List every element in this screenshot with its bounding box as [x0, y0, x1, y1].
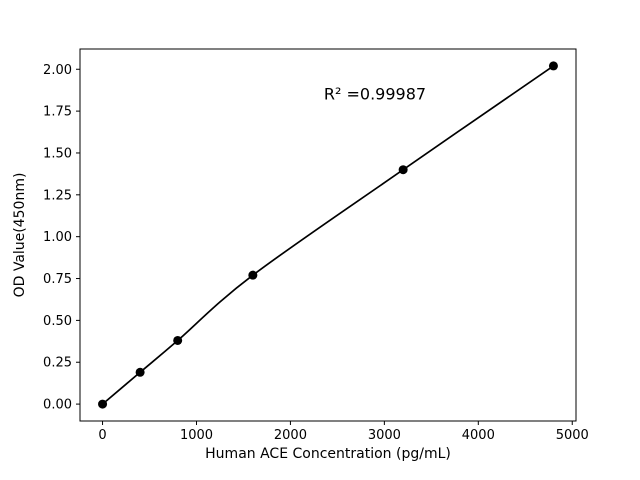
y-axis-label: OD Value(450nm) — [12, 173, 28, 298]
data-point — [248, 270, 258, 280]
y-tick-label: 1.00 — [43, 230, 72, 245]
data-point — [135, 367, 145, 377]
x-axis-label: Human ACE Concentration (pg/mL) — [205, 446, 451, 462]
x-tick-label: 0 — [98, 428, 106, 443]
x-tick-label: 3000 — [368, 428, 401, 443]
y-tick-label: 2.00 — [43, 63, 72, 78]
x-tick-label: 4000 — [462, 428, 495, 443]
x-tick-label: 2000 — [274, 428, 307, 443]
data-point — [98, 399, 108, 409]
data-point — [398, 165, 408, 175]
r-squared-annotation: R² =0.99987 — [324, 84, 426, 103]
data-point — [548, 61, 558, 71]
data-point — [173, 335, 183, 345]
y-tick-label: 1.75 — [43, 105, 72, 120]
y-tick-label: 0.75 — [43, 272, 72, 287]
y-tick-label: 1.25 — [43, 188, 72, 203]
y-tick-label: 0.00 — [43, 398, 72, 413]
x-tick-label: 1000 — [180, 428, 213, 443]
fit-curve — [101, 65, 554, 405]
y-tick-label: 0.25 — [43, 356, 72, 371]
y-tick-label: 0.50 — [43, 314, 72, 329]
x-tick-label: 5000 — [556, 428, 589, 443]
y-tick-label: 1.50 — [43, 146, 72, 161]
plot-border — [79, 48, 577, 422]
